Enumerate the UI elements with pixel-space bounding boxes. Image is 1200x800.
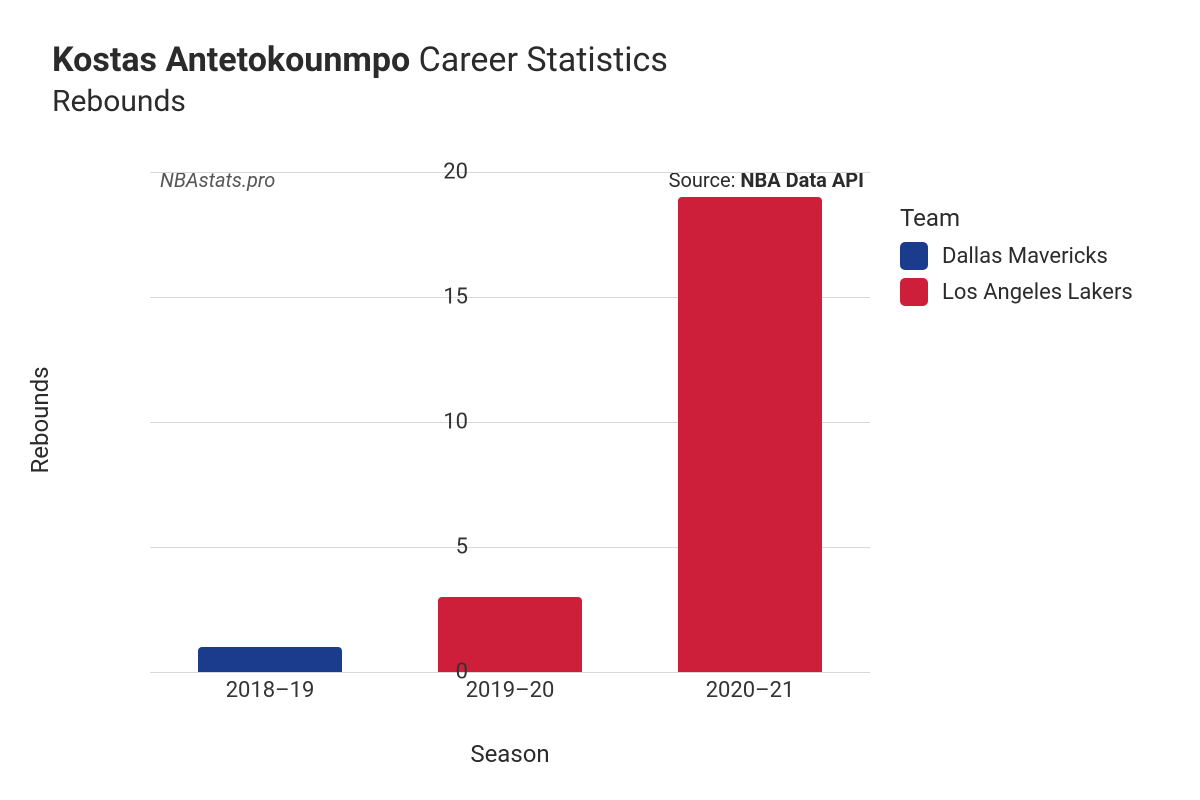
y-axis-label: Rebounds [26,366,54,473]
chart-container: Kostas Antetokounmpo Career Statistics R… [0,0,1200,800]
bar [678,197,822,672]
title-suffix: Career Statistics [410,40,668,80]
y-tick-label: 10 [408,410,468,435]
legend-swatch [900,278,928,306]
plot-area [150,172,870,672]
title-player-name: Kostas Antetokounmpo [52,40,410,80]
x-axis-label: Season [150,740,870,768]
legend: Team Dallas Mavericks Los Angeles Lakers [900,204,1133,314]
x-tick-label: 2019–20 [466,678,555,703]
legend-item: Dallas Mavericks [900,242,1133,270]
x-tick-label: 2020–21 [706,678,795,703]
legend-items: Dallas Mavericks Los Angeles Lakers [900,242,1133,306]
legend-swatch [900,242,928,270]
x-tick-label: 2018–19 [226,678,315,703]
legend-item: Los Angeles Lakers [900,278,1133,306]
chart-title-block: Kostas Antetokounmpo Career Statistics R… [52,40,668,119]
chart-title: Kostas Antetokounmpo Career Statistics [52,40,668,80]
legend-label: Dallas Mavericks [942,244,1108,269]
y-tick-label: 0 [408,660,468,685]
y-tick-label: 20 [408,160,468,185]
bar [198,647,342,672]
gridline [150,672,870,673]
legend-label: Los Angeles Lakers [942,280,1133,305]
legend-title: Team [900,204,1133,232]
chart-subtitle: Rebounds [52,84,668,119]
y-tick-label: 15 [408,285,468,310]
gridline [150,172,870,173]
y-tick-label: 5 [408,535,468,560]
